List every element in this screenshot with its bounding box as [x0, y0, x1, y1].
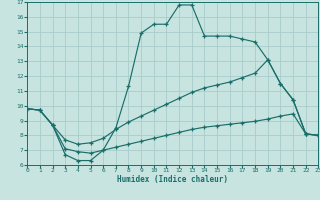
X-axis label: Humidex (Indice chaleur): Humidex (Indice chaleur)	[117, 175, 228, 184]
